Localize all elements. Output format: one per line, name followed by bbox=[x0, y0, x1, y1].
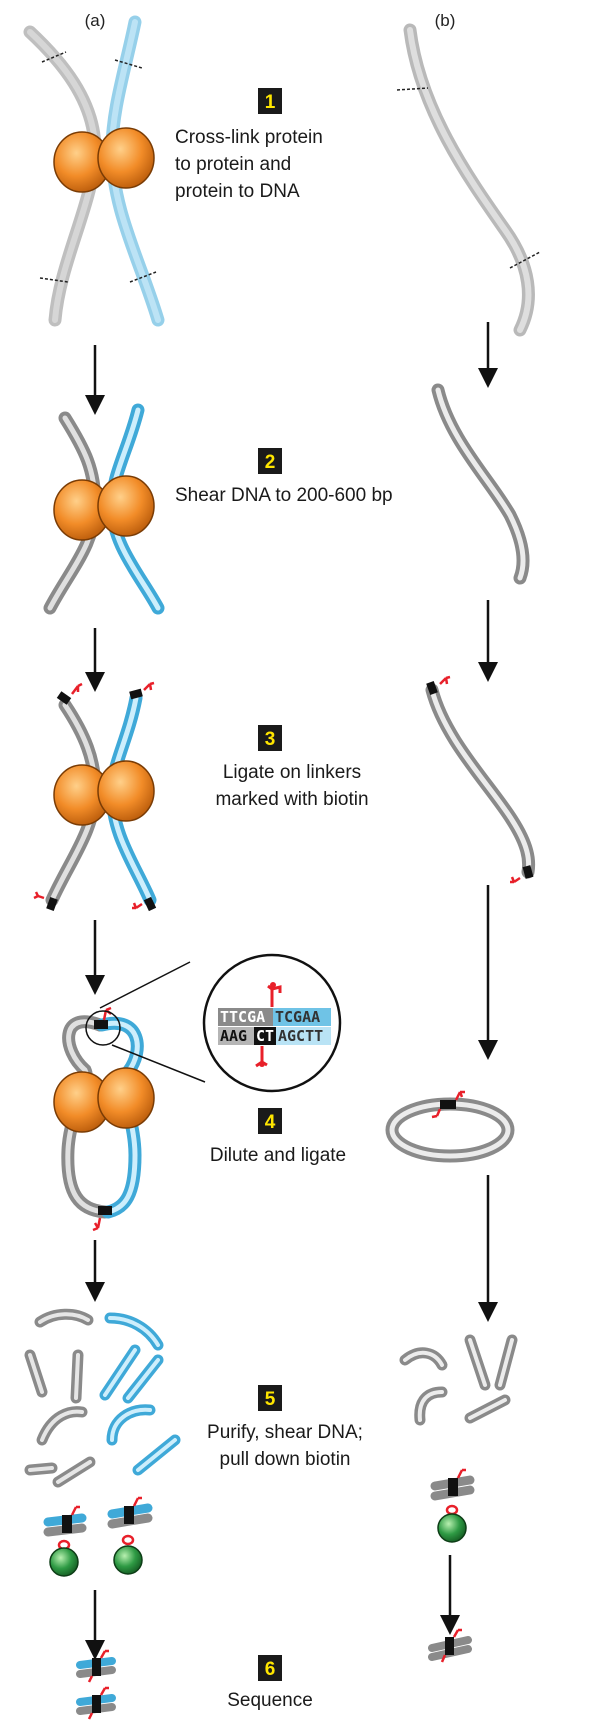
step3-line1: Ligate on linkers bbox=[223, 762, 361, 783]
seq-top-gray: TTCGA bbox=[220, 1008, 265, 1026]
step3-dna-b bbox=[425, 675, 536, 884]
biotin-pulldown-a1 bbox=[43, 1505, 87, 1577]
step2-line1: Shear DNA to 200-600 bp bbox=[175, 485, 393, 506]
biotin-icon bbox=[71, 682, 83, 695]
step6-line1: Sequence bbox=[227, 1690, 313, 1711]
seq-bottom-gray: AAG bbox=[220, 1027, 247, 1045]
biotin-icon bbox=[431, 1108, 442, 1119]
seq-top-blue: TCGAA bbox=[275, 1008, 320, 1026]
step4-looped-chromatin-a bbox=[53, 1006, 155, 1232]
step3-label: 3 Ligate on linkers marked with biotin bbox=[215, 725, 369, 810]
step-badge bbox=[258, 1385, 282, 1411]
step4-label: 4 Dilute and ligate bbox=[210, 1108, 346, 1166]
column-label-a: (a) bbox=[85, 11, 106, 30]
biotin-icon bbox=[99, 1649, 109, 1659]
step1-line1: Cross-link protein bbox=[175, 127, 323, 148]
ligation-junction-inset: TTCGA TCGAA AAG CT AGCTT bbox=[85, 953, 342, 1093]
protein-icon bbox=[97, 127, 155, 189]
step6-product-b bbox=[428, 1628, 472, 1663]
step3-number: 3 bbox=[265, 729, 276, 750]
streptavidin-bead-icon bbox=[49, 1547, 79, 1577]
biotin-icon bbox=[267, 984, 282, 1007]
step3-chromatin-a bbox=[33, 681, 157, 912]
protein-icon bbox=[97, 1067, 155, 1129]
step3-line2: marked with biotin bbox=[215, 789, 368, 810]
step4-circular-dna-b bbox=[385, 1090, 515, 1163]
biotin-icon bbox=[33, 891, 45, 900]
step-badge bbox=[258, 1655, 282, 1681]
step5-label: 5 Purify, shear DNA; pull down biotin bbox=[207, 1385, 363, 1470]
biotin-icon bbox=[92, 1217, 102, 1232]
biotin-icon bbox=[510, 876, 521, 884]
step2-number: 2 bbox=[265, 452, 276, 473]
biotin-icon bbox=[70, 1505, 80, 1516]
biotin-icon bbox=[132, 902, 143, 910]
step4-line1: Dilute and ligate bbox=[210, 1145, 346, 1166]
protein-icon bbox=[97, 475, 155, 537]
biotin-icon bbox=[99, 1686, 109, 1696]
step-badge bbox=[258, 725, 282, 751]
biotin-pulldown-a2 bbox=[107, 1496, 153, 1575]
step5-fragments-a bbox=[24, 1308, 181, 1488]
step6-products-a bbox=[76, 1649, 116, 1720]
step6-number: 6 bbox=[265, 1659, 276, 1680]
step2-dna-b bbox=[431, 383, 530, 585]
step5-number: 5 bbox=[265, 1389, 276, 1410]
streptavidin-bead-icon bbox=[113, 1545, 143, 1575]
streptavidin-bead-icon bbox=[437, 1513, 467, 1543]
step-badge bbox=[258, 1108, 282, 1134]
column-label-b: (b) bbox=[435, 11, 456, 30]
step1-line2: to protein and bbox=[175, 154, 291, 175]
step5-fragments-b bbox=[399, 1334, 518, 1426]
step2-label: 2 Shear DNA to 200-600 bp bbox=[175, 448, 393, 506]
seq-bottom-dark: CT bbox=[256, 1027, 274, 1045]
step5-line1: Purify, shear DNA; bbox=[207, 1422, 363, 1443]
biotin-icon bbox=[454, 1090, 465, 1101]
step2-chromatin-a bbox=[43, 403, 165, 615]
seq-bottom-blue: AGCTT bbox=[278, 1027, 323, 1045]
step6-label: 6 Sequence bbox=[227, 1655, 313, 1711]
step1-chromatin-a bbox=[23, 15, 165, 327]
step-badge bbox=[258, 448, 282, 474]
step1-dna-b bbox=[396, 23, 541, 337]
biotin-icon bbox=[456, 1468, 466, 1479]
step1-line3: protein to DNA bbox=[175, 181, 300, 202]
biotin-pulldown-b bbox=[430, 1468, 475, 1543]
step5-line2: pull down biotin bbox=[220, 1449, 351, 1470]
biotin-icon bbox=[439, 675, 451, 685]
biotin-icon bbox=[132, 1496, 142, 1507]
biotin-icon bbox=[143, 681, 155, 691]
step-badge bbox=[258, 88, 282, 114]
step1-number: 1 bbox=[265, 92, 276, 113]
step4-number: 4 bbox=[265, 1112, 276, 1133]
protein-icon bbox=[97, 760, 155, 822]
step1-label: 1 Cross-link protein to protein and prot… bbox=[175, 88, 323, 202]
biotin-icon bbox=[452, 1628, 462, 1638]
